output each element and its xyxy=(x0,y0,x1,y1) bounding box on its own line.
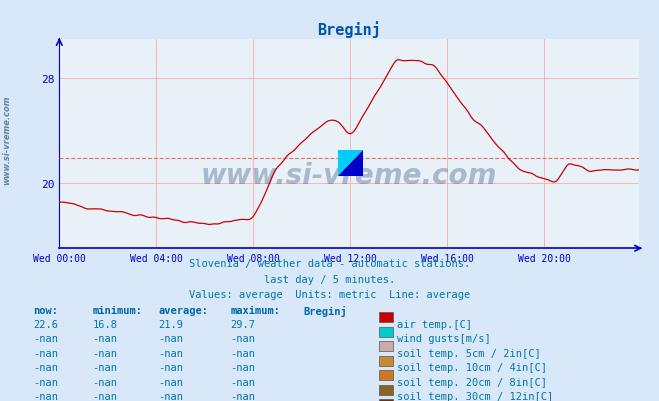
Text: -nan: -nan xyxy=(231,377,256,387)
Text: average:: average: xyxy=(158,305,208,315)
Text: -nan: -nan xyxy=(231,348,256,358)
Text: 22.6: 22.6 xyxy=(33,319,58,329)
Text: soil temp. 20cm / 8in[C]: soil temp. 20cm / 8in[C] xyxy=(397,377,548,387)
Text: -nan: -nan xyxy=(92,391,117,401)
Text: Values: average  Units: metric  Line: average: Values: average Units: metric Line: aver… xyxy=(189,289,470,299)
Text: -nan: -nan xyxy=(231,391,256,401)
Text: -nan: -nan xyxy=(231,334,256,344)
Text: 16.8: 16.8 xyxy=(92,319,117,329)
Text: -nan: -nan xyxy=(33,348,58,358)
Title: Breginj: Breginj xyxy=(318,21,381,38)
Text: minimum:: minimum: xyxy=(92,305,142,315)
Text: Slovenia / weather data - automatic stations.: Slovenia / weather data - automatic stat… xyxy=(189,259,470,269)
Text: -nan: -nan xyxy=(92,377,117,387)
Text: -nan: -nan xyxy=(158,391,183,401)
Text: air temp.[C]: air temp.[C] xyxy=(397,319,473,329)
Text: -nan: -nan xyxy=(33,334,58,344)
Text: -nan: -nan xyxy=(92,348,117,358)
Text: soil temp. 10cm / 4in[C]: soil temp. 10cm / 4in[C] xyxy=(397,363,548,373)
Text: Breginj: Breginj xyxy=(303,305,347,316)
Text: now:: now: xyxy=(33,305,58,315)
Text: last day / 5 minutes.: last day / 5 minutes. xyxy=(264,274,395,284)
Text: -nan: -nan xyxy=(33,363,58,373)
Text: 21.9: 21.9 xyxy=(158,319,183,329)
Text: -nan: -nan xyxy=(158,377,183,387)
Text: -nan: -nan xyxy=(33,377,58,387)
Text: soil temp. 30cm / 12in[C]: soil temp. 30cm / 12in[C] xyxy=(397,391,554,401)
Text: -nan: -nan xyxy=(92,334,117,344)
Text: -nan: -nan xyxy=(231,363,256,373)
Text: -nan: -nan xyxy=(158,348,183,358)
Text: -nan: -nan xyxy=(158,334,183,344)
Text: maximum:: maximum: xyxy=(231,305,281,315)
Text: -nan: -nan xyxy=(158,363,183,373)
Text: soil temp. 5cm / 2in[C]: soil temp. 5cm / 2in[C] xyxy=(397,348,541,358)
Text: -nan: -nan xyxy=(33,391,58,401)
Text: wind gusts[m/s]: wind gusts[m/s] xyxy=(397,334,491,344)
Text: -nan: -nan xyxy=(92,363,117,373)
Text: www.si-vreme.com: www.si-vreme.com xyxy=(201,162,498,190)
Text: www.si-vreme.com: www.si-vreme.com xyxy=(2,96,11,185)
Text: 29.7: 29.7 xyxy=(231,319,256,329)
